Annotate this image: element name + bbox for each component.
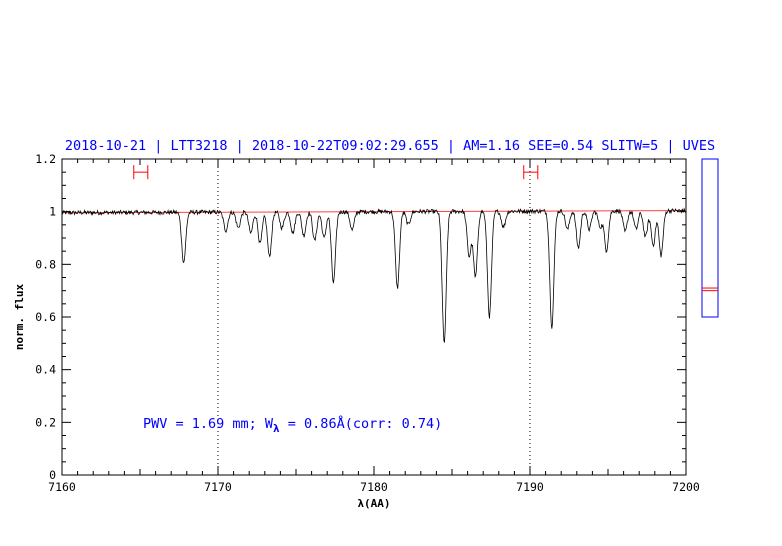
side-panel-range xyxy=(701,158,719,318)
y-axis-label: norm. flux xyxy=(13,284,26,351)
x-axis-ticks xyxy=(61,159,687,475)
annotation-lambda: λ xyxy=(273,422,280,435)
chart-title: 2018-10-21 | LTT3218 | 2018-10-22T09:02:… xyxy=(65,138,715,154)
x-tick-label: 7160 xyxy=(48,480,76,494)
y-tick-label: 0.2 xyxy=(35,415,56,429)
y-axis-ticks xyxy=(62,158,686,476)
side-panel xyxy=(701,158,719,318)
x-tick-labels: 7160 7170 7180 7190 7200 xyxy=(48,480,700,494)
x-tick-label: 7180 xyxy=(360,480,388,494)
x-tick-label: 7170 xyxy=(204,480,232,494)
plot-area: 7160 7170 7180 7190 7200 0 0.2 0.4 0.6 0.8 1 1.2 xyxy=(35,152,700,494)
spectrum-line xyxy=(61,207,687,344)
y-tick-label: 1 xyxy=(49,205,56,219)
y-tick-label: 0 xyxy=(49,468,56,482)
y-tick-label: 0.8 xyxy=(35,257,56,271)
y-tick-labels: 0 0.2 0.4 0.6 0.8 1 1.2 xyxy=(35,152,56,482)
pwv-annotation: PWV = 1.69 mm; Wλ = 0.86Å(corr: 0.74) xyxy=(143,415,442,435)
error-bars xyxy=(133,165,539,180)
error-bar xyxy=(133,165,149,180)
side-panel-marks xyxy=(702,287,718,292)
annotation-suffix: = 0.86Å(corr: 0.74) xyxy=(280,415,443,432)
x-tick-label: 7190 xyxy=(516,480,544,494)
x-axis-label: λ(AA) xyxy=(357,497,390,510)
y-tick-label: 1.2 xyxy=(35,152,56,166)
annotation-prefix: PWV = 1.69 mm; W xyxy=(143,416,274,432)
error-bar xyxy=(523,165,539,180)
y-tick-label: 0.4 xyxy=(35,363,56,377)
y-tick-label: 0.6 xyxy=(35,310,56,324)
x-tick-label: 7200 xyxy=(672,480,700,494)
